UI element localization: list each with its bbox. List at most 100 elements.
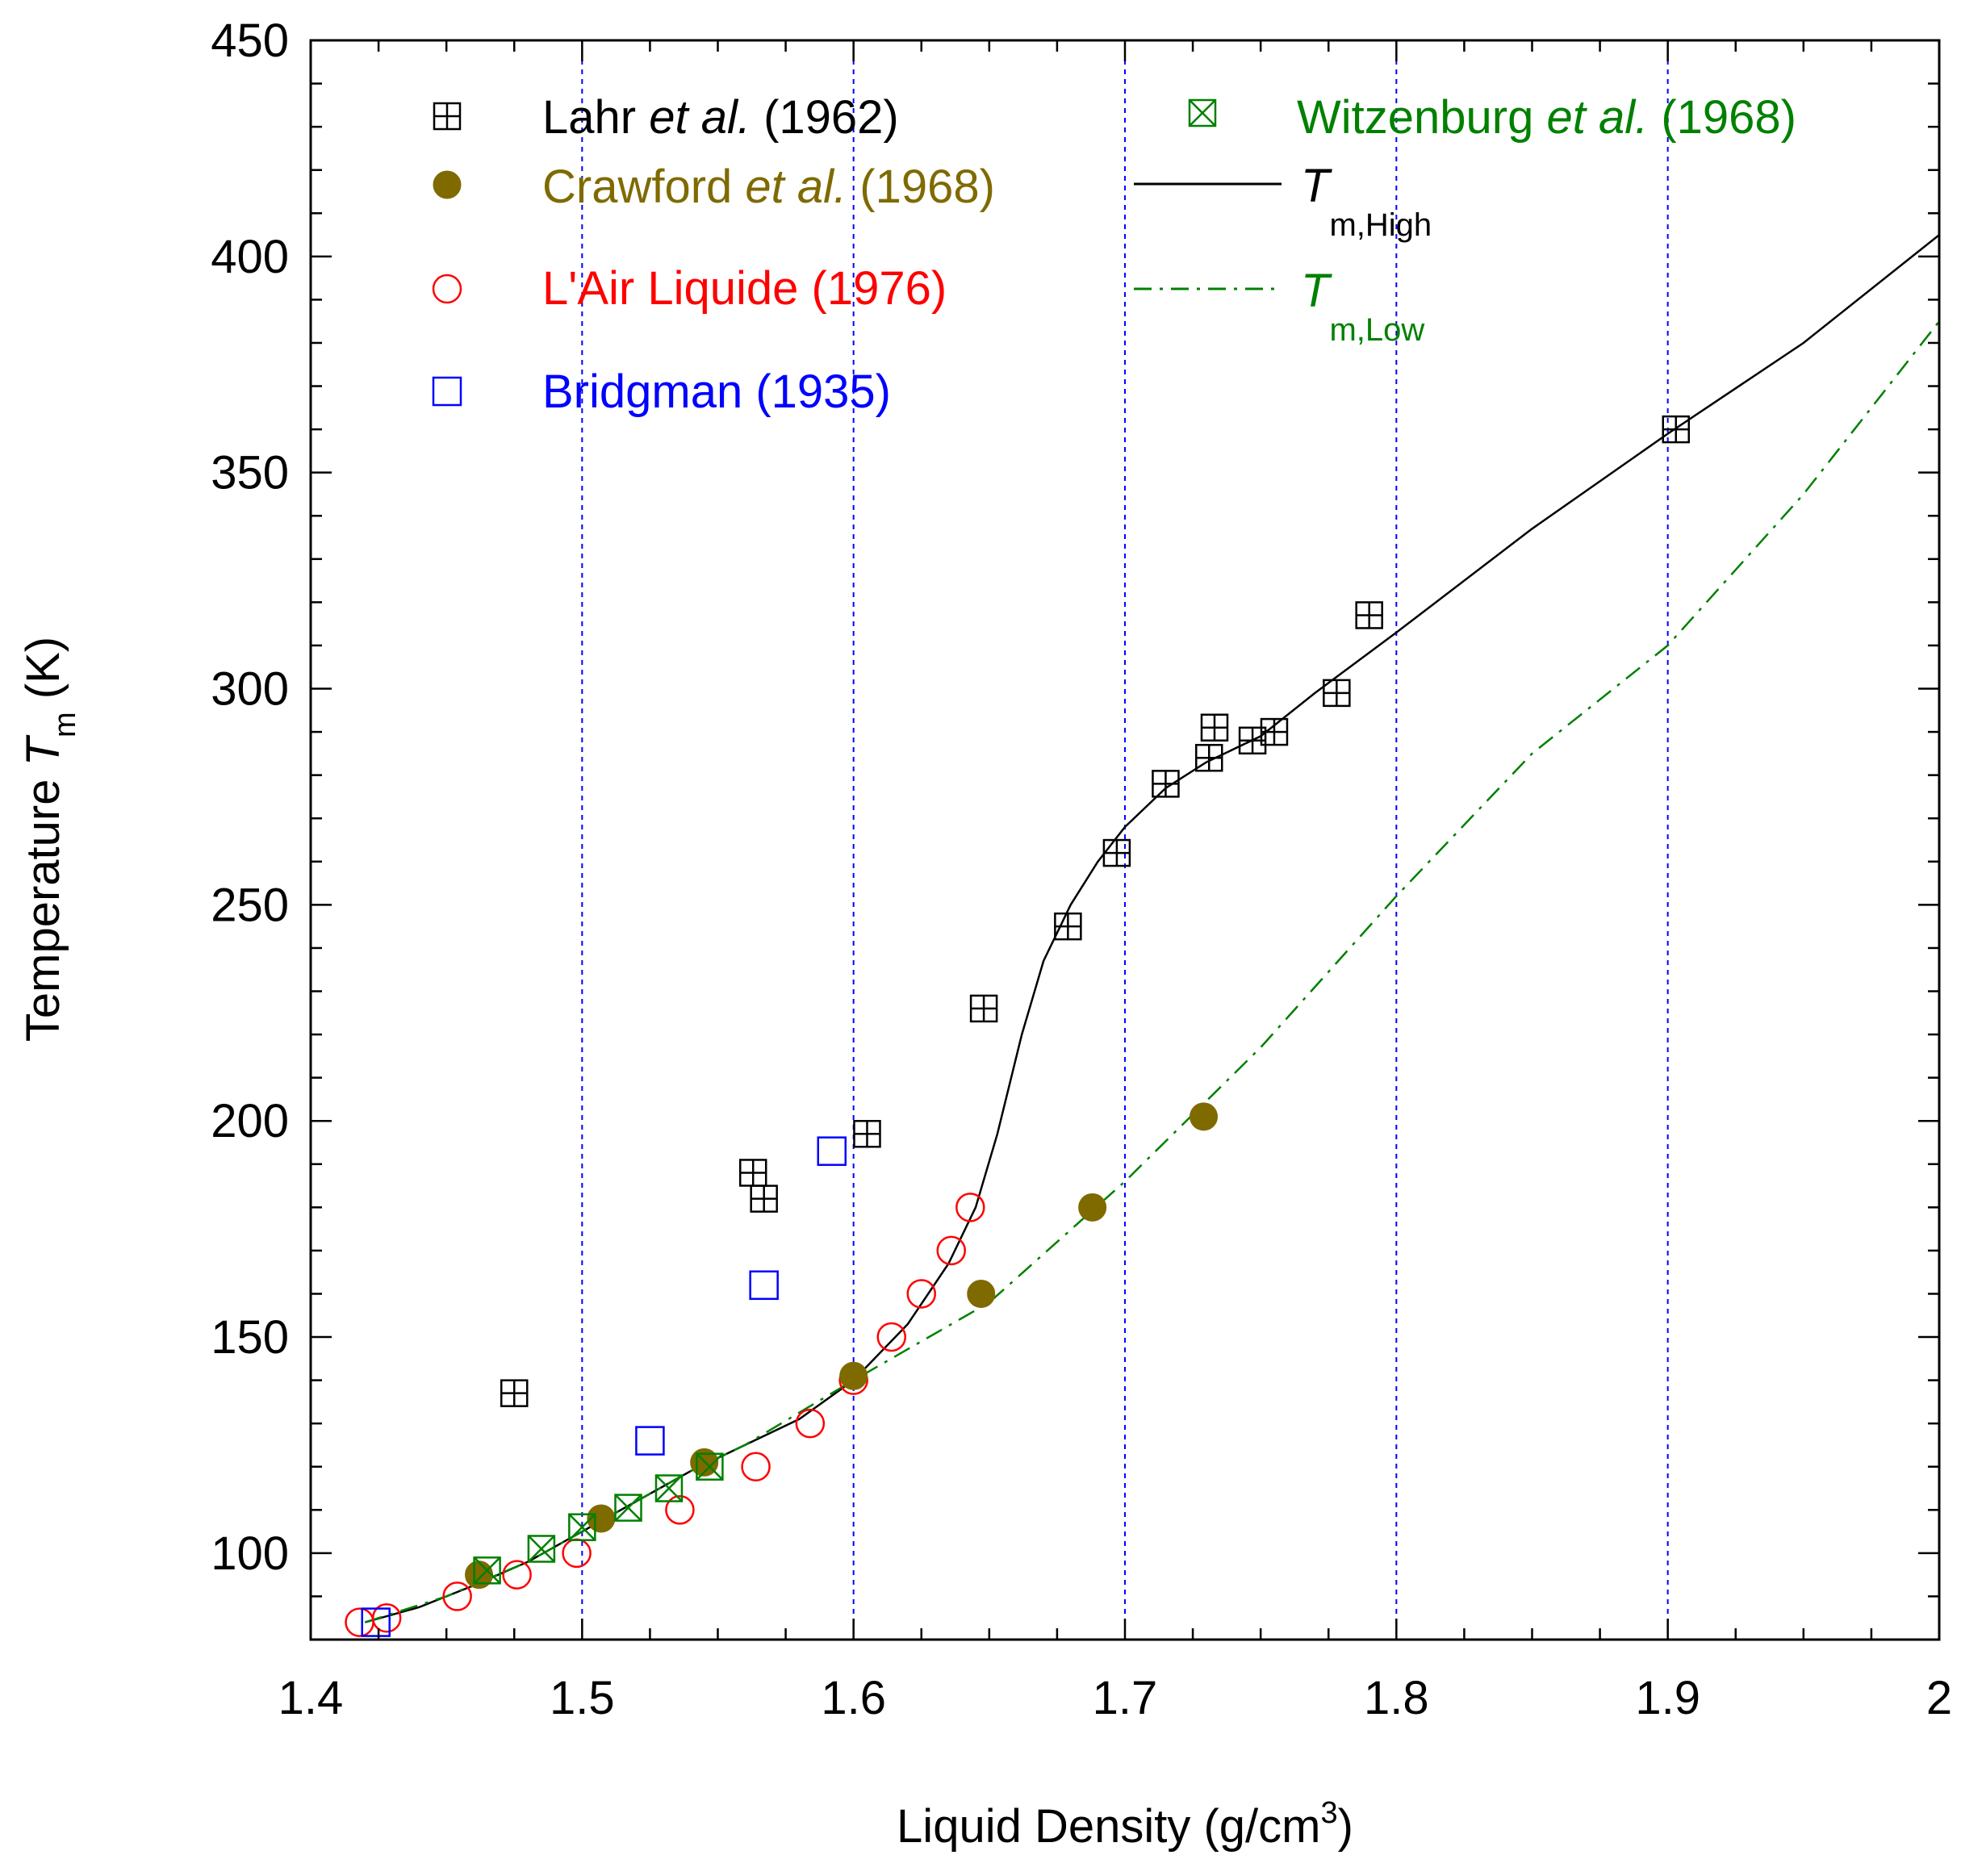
legend-label-crawford: Crawford et al. (1968) [542,161,995,213]
data-point-lahr [1260,717,1289,746]
y-tick-label: 200 [211,1095,289,1147]
data-point-lahr [853,1120,881,1148]
data-point-bridgman [749,1270,779,1300]
y-tick-label: 100 [211,1527,289,1580]
marker-box [654,1474,684,1502]
marker-box [614,1494,642,1522]
marker-dot [839,1361,868,1390]
y-tick-label: 300 [211,663,289,716]
data-point-lair [795,1408,826,1439]
x-axis-title: Liquid Density (g/cm3) [897,1796,1353,1853]
legend-label-lair: L'Air Liquide (1976) [542,262,947,315]
data-point-lahr [1355,601,1383,629]
y-tick-label: 400 [211,231,289,283]
data-point-lahr [750,1185,778,1213]
y-axis-title: Temperature Tm (K) [17,637,82,1042]
x-tick-label: 1.6 [821,1672,886,1724]
data-point-lahr [500,1379,529,1407]
data-point-lair [936,1235,966,1266]
axis-ticks [309,39,1941,1640]
legend-label-tm-high: Tm,High [1301,160,1432,243]
legend-entry-tm-low: Tm,Low [1134,265,1424,348]
data-point-lahr [969,994,998,1023]
legend-entry-tm-high: Tm,High [1134,160,1432,243]
legend: Lahr et al. (1962) Crawford et al. (1968… [432,91,1796,418]
x-tick-label: 1.4 [278,1672,344,1724]
data-point-witzenburg [654,1474,684,1502]
data-point-witzenburg [568,1513,596,1541]
data-point-lahr [1102,838,1131,867]
data-point-bridgman [817,1136,847,1166]
marker-dot [433,170,462,199]
marker-ring [432,274,462,304]
marker-diag [568,1513,596,1541]
marker-diag [614,1494,642,1522]
marker-box [473,1556,501,1585]
marker-box [817,1136,847,1166]
marker-ring [741,1452,771,1481]
marker-box [527,1535,556,1563]
legend-marker-lair [432,274,462,304]
marker-box [696,1452,724,1481]
curve-t-m-low [364,320,1939,1623]
data-point-lahr [1200,713,1229,742]
data-point-lahr [1195,743,1223,772]
marker-diag [655,1474,683,1502]
marker-ring [665,1495,695,1525]
legend-marker-bridgman [432,376,462,407]
y-tick-label: 350 [211,447,289,499]
x-tick-label: 1.9 [1635,1672,1700,1724]
data-point-witzenburg [614,1494,642,1522]
data-markers [345,415,1691,1637]
data-point-lahr [1323,679,1351,708]
legend-entry-bridgman: Bridgman (1935) [432,366,891,418]
data-point-lahr [1054,912,1082,941]
x-tick-label: 1.8 [1364,1672,1429,1724]
data-point-lair [502,1560,532,1590]
y-tick-label: 450 [211,15,289,67]
legend-entry-crawford: Crawford et al. (1968) [433,161,995,213]
data-point-witzenburg [696,1452,724,1481]
marker-ring [795,1408,826,1439]
legend-symbol [1188,98,1217,127]
marker-ring [371,1602,402,1633]
data-point-lair [665,1495,695,1525]
marker-dot [1190,1102,1219,1131]
y-tick-labels: 100 150 200 250 300 350 400 450 [211,15,289,1580]
legend-symbol [432,376,462,407]
data-point-lahr [1152,770,1180,798]
marker-diag [527,1535,555,1563]
data-point-lair [741,1452,771,1481]
marker-ring [876,1322,907,1352]
data-point-bridgman [635,1426,665,1456]
marker-ring [442,1581,472,1611]
legend-label-tm-low: Tm,Low [1301,265,1424,348]
x-tick-label: 2 [1926,1672,1952,1724]
data-point-bridgman [361,1607,391,1637]
marker-ring [906,1279,936,1309]
legend-entry-lair: L'Air Liquide (1976) [432,262,947,315]
data-point-lahr [1662,415,1691,444]
data-point-lair [442,1581,472,1611]
legend-symbol [432,274,462,304]
marker-dot [1078,1193,1107,1222]
data-point-lair [371,1602,402,1633]
x-tick-label: 1.7 [1093,1672,1158,1724]
legend-entry-lahr: Lahr et al. (1962) [433,91,899,144]
data-point-lair [876,1322,907,1352]
data-point-witzenburg [527,1535,556,1563]
legend-symbol [433,170,462,199]
marker-box [1188,98,1217,127]
y-tick-label: 150 [211,1311,289,1364]
legend-symbol [433,102,462,131]
marker-dot [967,1279,996,1308]
data-point-crawford [1190,1102,1219,1131]
marker-box [568,1513,596,1541]
legend-marker-crawford [433,170,462,199]
marker-ring [502,1560,532,1590]
data-point-witzenburg [473,1556,501,1585]
data-point-lair [906,1279,936,1309]
marker-box [635,1426,665,1456]
